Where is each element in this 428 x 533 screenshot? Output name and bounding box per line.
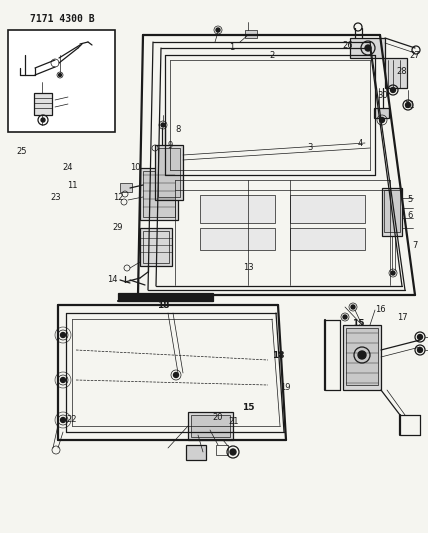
Text: 2: 2	[269, 51, 275, 60]
Circle shape	[417, 348, 422, 352]
Text: 18: 18	[272, 351, 284, 359]
Text: 31: 31	[405, 101, 415, 109]
Text: 7171 4300 B: 7171 4300 B	[30, 14, 95, 24]
Bar	[120, 183, 132, 192]
Circle shape	[161, 123, 165, 127]
Circle shape	[405, 102, 410, 108]
Text: 8: 8	[175, 125, 181, 134]
Text: 24: 24	[63, 163, 73, 172]
Bar	[290, 195, 365, 223]
Circle shape	[60, 417, 65, 423]
Circle shape	[230, 449, 236, 455]
Text: 15: 15	[242, 403, 254, 413]
Circle shape	[60, 377, 65, 383]
Bar	[346, 328, 378, 385]
Text: 1: 1	[229, 44, 235, 52]
Bar	[8, 30, 115, 132]
Text: 4: 4	[357, 139, 363, 148]
Text: 30: 30	[377, 91, 388, 100]
Bar	[384, 190, 400, 232]
Text: 21: 21	[229, 417, 239, 426]
Circle shape	[358, 351, 366, 359]
Circle shape	[417, 335, 422, 340]
Text: 18: 18	[157, 301, 169, 310]
Text: 22: 22	[67, 416, 77, 424]
Text: 3: 3	[307, 143, 313, 152]
Bar	[191, 415, 230, 437]
Bar	[200, 195, 275, 223]
Circle shape	[216, 28, 220, 32]
Circle shape	[390, 87, 395, 93]
Bar	[343, 325, 381, 390]
Text: 23: 23	[51, 193, 61, 203]
Text: 25: 25	[17, 148, 27, 157]
Bar	[290, 228, 365, 250]
Text: 17: 17	[397, 313, 407, 322]
Text: 19: 19	[280, 384, 290, 392]
Text: 11: 11	[67, 181, 77, 190]
Bar	[158, 148, 180, 197]
Text: 16: 16	[374, 305, 385, 314]
Bar	[143, 171, 175, 217]
Bar	[118, 293, 213, 301]
Text: 15: 15	[352, 319, 364, 327]
Circle shape	[60, 333, 65, 337]
Text: 20: 20	[213, 414, 223, 423]
Text: 5: 5	[407, 196, 413, 205]
Circle shape	[351, 305, 355, 309]
Bar	[188, 412, 233, 440]
Bar	[155, 145, 183, 200]
Text: 12: 12	[113, 193, 123, 203]
Circle shape	[173, 373, 178, 377]
Circle shape	[343, 315, 347, 319]
Text: 26: 26	[343, 41, 353, 50]
Bar	[186, 445, 206, 460]
Text: 9: 9	[167, 141, 172, 149]
Text: 7: 7	[412, 240, 418, 249]
Text: 13: 13	[243, 263, 253, 272]
Bar	[140, 228, 172, 266]
Bar	[385, 58, 407, 88]
Circle shape	[365, 45, 371, 51]
Text: 29: 29	[113, 223, 123, 232]
Bar	[34, 93, 52, 115]
Circle shape	[59, 74, 62, 77]
Bar	[350, 38, 385, 58]
Text: 14: 14	[107, 276, 117, 285]
Bar	[140, 168, 178, 220]
Text: 10: 10	[130, 164, 140, 173]
Circle shape	[41, 118, 45, 122]
Text: 6: 6	[407, 211, 413, 220]
Text: 27: 27	[410, 51, 420, 60]
Bar	[143, 231, 169, 263]
Bar	[374, 108, 389, 118]
Bar	[200, 228, 275, 250]
Circle shape	[391, 271, 395, 275]
Bar	[216, 445, 228, 455]
Circle shape	[380, 117, 384, 123]
Bar	[382, 188, 402, 236]
Bar	[245, 30, 257, 38]
Text: 28: 28	[397, 68, 407, 77]
